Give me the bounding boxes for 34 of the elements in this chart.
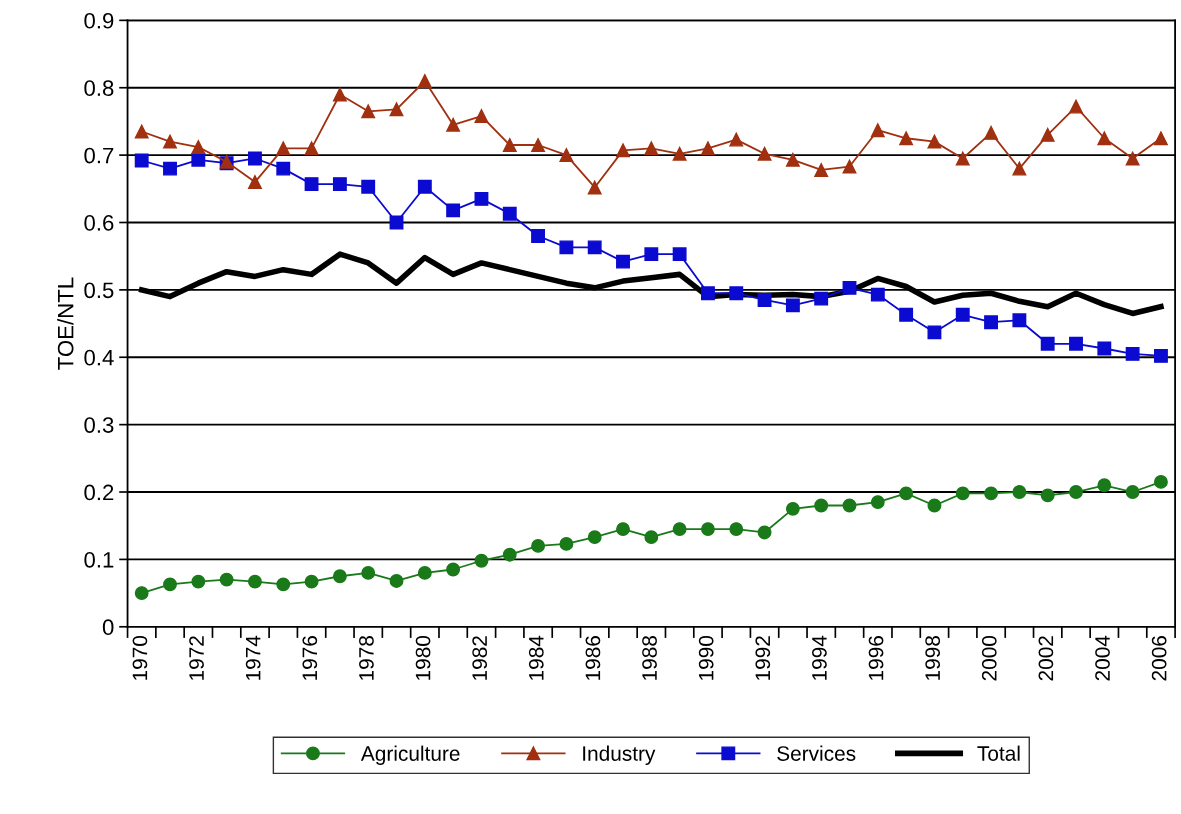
y-tick-label: 0.3 bbox=[84, 417, 114, 433]
x-tick-label: 1984 bbox=[528, 635, 544, 680]
x-tick-label: 1970 bbox=[132, 635, 148, 680]
x-tick-label: 1986 bbox=[585, 636, 601, 680]
x-tick-label: 1998 bbox=[925, 636, 941, 680]
x-tick-label: 1990 bbox=[698, 635, 714, 680]
y-tick-label: 0 bbox=[102, 619, 114, 636]
y-tick-label: 0.8 bbox=[84, 80, 114, 96]
x-tick-label: 2000 bbox=[981, 635, 997, 681]
x-tick-label: 2004 bbox=[1095, 635, 1110, 681]
y-axis-title: TOE/NTL bbox=[57, 277, 74, 370]
x-tick-label: 2002 bbox=[1038, 636, 1054, 681]
y-tick-label: 0.4 bbox=[84, 349, 114, 366]
x-tick-label: 1992 bbox=[755, 636, 771, 680]
x-tick-label: 1982 bbox=[472, 636, 488, 680]
legend-label: Total bbox=[977, 745, 1020, 761]
y-tick-label: 0.5 bbox=[84, 282, 114, 299]
y-tick-label: 0.2 bbox=[84, 484, 114, 501]
y-tick-label: 0.1 bbox=[84, 551, 114, 568]
x-tick-label: 2006 bbox=[1151, 636, 1167, 681]
x-tick-label: 1972 bbox=[189, 636, 204, 680]
x-tick-label: 1994 bbox=[812, 635, 827, 680]
x-tick-label: 1974 bbox=[245, 635, 261, 680]
x-tick-label: 1976 bbox=[302, 636, 318, 680]
legend-label: Industry bbox=[583, 745, 656, 766]
x-tick-label: 1996 bbox=[868, 636, 884, 680]
x-tick-label: 1980 bbox=[415, 635, 431, 680]
x-tick-label: 1988 bbox=[642, 636, 657, 680]
y-tick-label: 0.7 bbox=[84, 147, 114, 164]
y-tick-label: 0.9 bbox=[84, 12, 114, 29]
legend-label: Agriculture bbox=[360, 745, 460, 766]
x-tick-label: 1978 bbox=[359, 636, 374, 680]
legend-label: Services bbox=[777, 745, 856, 761]
y-tick-label: 0.6 bbox=[84, 215, 114, 231]
